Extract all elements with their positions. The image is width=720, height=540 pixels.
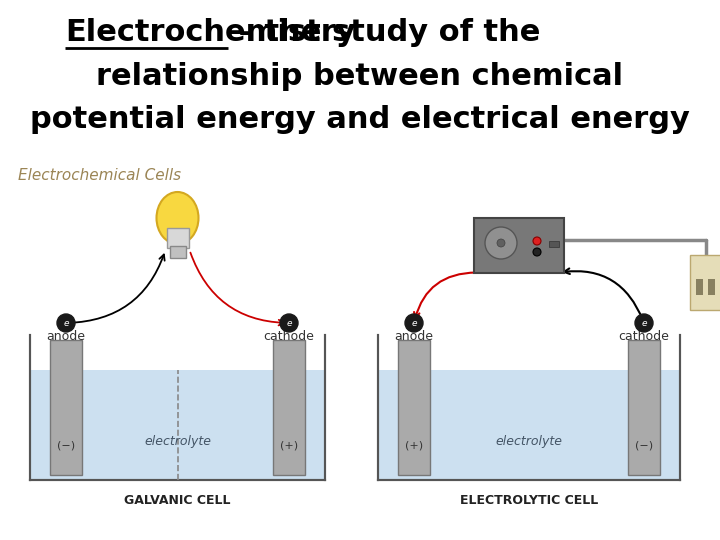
Circle shape <box>533 237 541 245</box>
Bar <box>169 246 186 258</box>
Text: Electrochemistry: Electrochemistry <box>65 18 356 47</box>
Text: (−): (−) <box>57 440 75 450</box>
Polygon shape <box>30 370 325 480</box>
Circle shape <box>405 314 423 332</box>
Bar <box>273 340 305 475</box>
Text: potential energy and electrical energy: potential energy and electrical energy <box>30 105 690 134</box>
Bar <box>708 279 715 295</box>
Text: cathode: cathode <box>264 330 315 343</box>
Text: anode: anode <box>47 330 86 343</box>
Text: (−): (−) <box>635 440 653 450</box>
Circle shape <box>635 314 653 332</box>
Text: cathode: cathode <box>618 330 670 343</box>
Circle shape <box>280 314 298 332</box>
Circle shape <box>533 248 541 256</box>
Polygon shape <box>378 370 680 480</box>
Text: (+): (+) <box>405 440 423 450</box>
Circle shape <box>485 227 517 259</box>
Bar <box>690 255 720 310</box>
Bar <box>474 218 564 273</box>
Text: GALVANIC CELL: GALVANIC CELL <box>125 494 230 507</box>
Circle shape <box>497 239 505 247</box>
Bar <box>549 241 559 247</box>
Bar <box>166 228 189 248</box>
Text: electrolyte: electrolyte <box>495 435 562 449</box>
Text: electrolyte: electrolyte <box>144 435 211 449</box>
Text: e: e <box>287 319 292 327</box>
Ellipse shape <box>156 192 199 244</box>
Text: e: e <box>63 319 68 327</box>
Text: relationship between chemical: relationship between chemical <box>96 62 624 91</box>
Text: anode: anode <box>395 330 433 343</box>
Text: – the study of the: – the study of the <box>228 18 541 47</box>
Bar <box>696 279 703 295</box>
Text: ELECTROLYTIC CELL: ELECTROLYTIC CELL <box>460 494 598 507</box>
Text: e: e <box>411 319 417 327</box>
Bar <box>628 340 660 475</box>
Bar <box>50 340 82 475</box>
Text: e: e <box>642 319 647 327</box>
Text: Electrochemical Cells: Electrochemical Cells <box>18 168 181 183</box>
Bar <box>398 340 430 475</box>
Circle shape <box>57 314 75 332</box>
Text: (+): (+) <box>280 440 298 450</box>
